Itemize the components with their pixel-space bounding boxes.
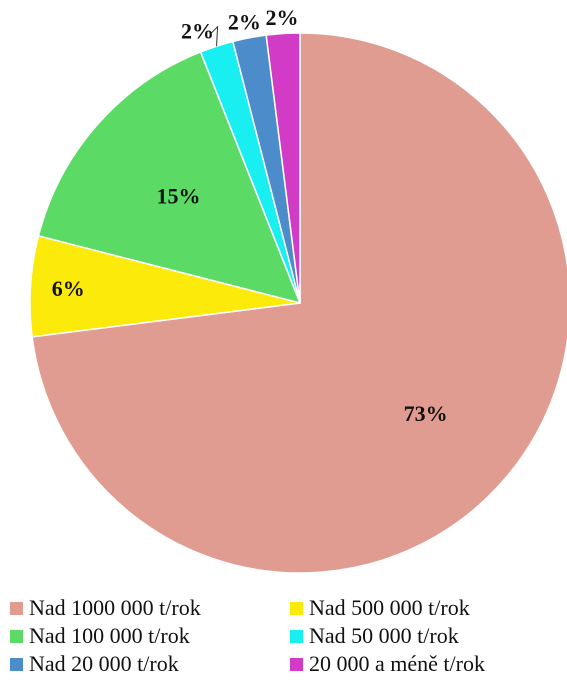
legend-label: Nad 50 000 t/rok bbox=[309, 623, 459, 648]
data-label: 2% bbox=[181, 18, 214, 43]
data-label: 2% bbox=[228, 9, 261, 34]
legend-label: Nad 100 000 t/rok bbox=[29, 623, 190, 648]
legend-item-nad-1000000: Nad 1000 000 t/rok bbox=[10, 594, 290, 622]
legend-swatch bbox=[290, 657, 303, 671]
legend-swatch bbox=[290, 601, 303, 615]
leader-line bbox=[211, 25, 219, 47]
legend-swatch bbox=[10, 629, 23, 643]
legend-label: 20 000 a méně t/rok bbox=[309, 651, 485, 676]
legend-item-nad-500000: Nad 500 000 t/rok bbox=[290, 594, 560, 622]
legend-label: Nad 20 000 t/rok bbox=[29, 651, 179, 676]
data-label: 6% bbox=[52, 276, 85, 301]
data-label: 15% bbox=[156, 183, 200, 208]
data-label: 2% bbox=[266, 5, 299, 30]
pie-slice bbox=[31, 32, 567, 574]
legend-label: Nad 500 000 t/rok bbox=[309, 595, 470, 620]
legend-label: Nad 1000 000 t/rok bbox=[29, 595, 201, 620]
pie-chart: 73%6%15%2% 2% 2% bbox=[29, 5, 567, 574]
legend-item-nad-50000: Nad 50 000 t/rok bbox=[290, 622, 560, 650]
legend: Nad 1000 000 t/rok Nad 500 000 t/rok Nad… bbox=[10, 594, 560, 678]
legend-swatch bbox=[290, 629, 303, 643]
legend-item-20000-a-mene: 20 000 a méně t/rok bbox=[290, 650, 560, 678]
legend-swatch bbox=[10, 657, 23, 671]
legend-item-nad-20000: Nad 20 000 t/rok bbox=[10, 650, 290, 678]
legend-swatch bbox=[10, 601, 23, 615]
legend-item-nad-100000: Nad 100 000 t/rok bbox=[10, 622, 290, 650]
pie-slice bbox=[265, 32, 301, 304]
data-label: 73% bbox=[404, 401, 448, 426]
pie-slice bbox=[37, 50, 302, 305]
